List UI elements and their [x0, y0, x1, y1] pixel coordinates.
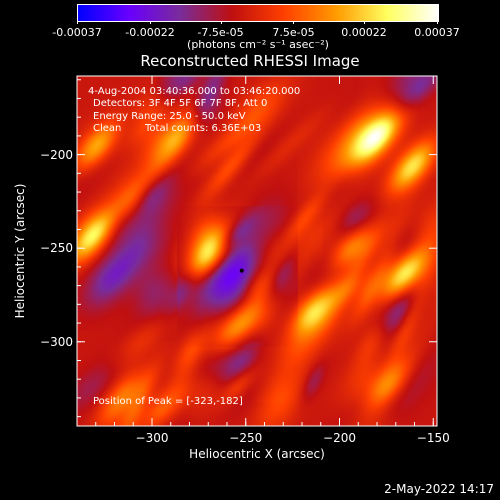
x-tick-label: −200 — [323, 431, 356, 445]
peak-marker — [239, 268, 244, 273]
colorbar-tick-label: -7.5e-05 — [197, 26, 244, 39]
colorbar — [77, 4, 439, 21]
x-axis-label: Heliocentric X (arcsec) — [189, 447, 325, 461]
y-tick-label: −300 — [40, 334, 73, 349]
colorbar-tick — [437, 21, 438, 24]
x-tick-label: −250 — [229, 431, 263, 445]
x-tick-label: −300 — [135, 431, 169, 445]
annotation-time: 4-Aug-2004 03:40:36.000 to 03:46:20.000 — [88, 86, 301, 97]
colorbar-tick — [149, 21, 151, 24]
x-tick-label: −150 — [416, 431, 450, 445]
y-tick-label: −200 — [40, 147, 73, 162]
y-axis-label: Heliocentric Y (arcsec) — [13, 183, 27, 319]
colorbar-tick-label: -0.00037 — [52, 26, 102, 39]
annotation-detectors: Detectors: 3F 4F 5F 6F 7F 8F, Att 0 — [93, 98, 268, 109]
chart-title: Reconstructed RHESSI Image — [140, 52, 360, 70]
annotation-peak: Position of Peak = [-323,-182] — [93, 396, 243, 407]
plot-frame — [76, 75, 438, 427]
annotation-counts: Total counts: 6.36E+03 — [145, 123, 262, 134]
y-tick-label: −250 — [40, 241, 73, 256]
colorbar-tick-label: 7.5e-05 — [272, 26, 315, 39]
colorbar-tick — [293, 21, 295, 24]
annotation-method: Clean — [93, 123, 122, 134]
colorbar-tick-label: -0.00022 — [125, 26, 175, 39]
annotation-energy: Energy Range: 25.0 - 50.0 keV — [93, 111, 246, 122]
colorbar-units: (photons cm⁻² s⁻¹ asec⁻²) — [187, 38, 329, 51]
colorbar-tick-label: 0.00022 — [341, 26, 387, 39]
colorbar-tick — [364, 21, 366, 24]
timestamp: 2-May-2022 14:17 — [384, 482, 494, 496]
colorbar-tick — [220, 21, 222, 24]
colorbar-tick — [77, 21, 78, 24]
colorbar-tick-label: 0.00037 — [414, 26, 460, 39]
heatmap-image — [77, 76, 437, 426]
